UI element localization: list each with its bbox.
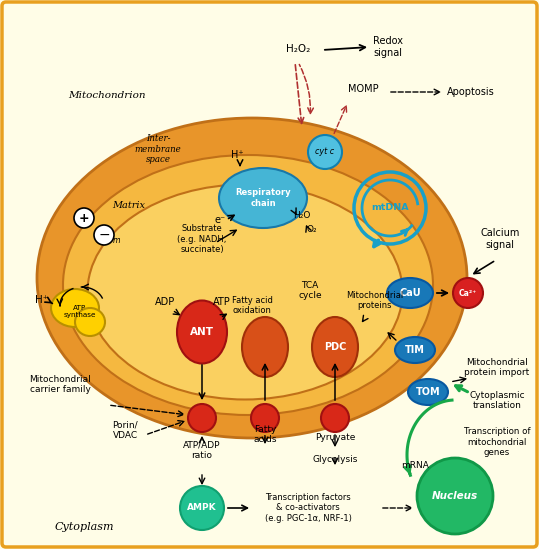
Circle shape bbox=[94, 225, 114, 245]
Text: Pyruvate: Pyruvate bbox=[315, 433, 355, 442]
Text: H₂O₂: H₂O₂ bbox=[286, 44, 310, 54]
Circle shape bbox=[251, 404, 279, 432]
Text: ATP/ADP
ratio: ATP/ADP ratio bbox=[183, 441, 221, 460]
Text: Matrix: Matrix bbox=[112, 201, 145, 210]
Text: CaU: CaU bbox=[399, 288, 421, 298]
Ellipse shape bbox=[63, 155, 433, 415]
Ellipse shape bbox=[75, 308, 105, 336]
Text: Redox
signal: Redox signal bbox=[373, 36, 403, 58]
Circle shape bbox=[180, 486, 224, 530]
Text: Fatty acid
oxidation: Fatty acid oxidation bbox=[232, 295, 272, 315]
Text: Cytoplasm: Cytoplasm bbox=[55, 522, 114, 532]
Text: TIM: TIM bbox=[405, 345, 425, 355]
Ellipse shape bbox=[242, 317, 288, 377]
Circle shape bbox=[453, 278, 483, 308]
Text: ATP
synthase: ATP synthase bbox=[64, 305, 96, 318]
Text: Transcription factors
& co-activators
(e.g. PGC-1α, NRF-1): Transcription factors & co-activators (e… bbox=[265, 493, 351, 523]
Text: $\Delta\psi_m$: $\Delta\psi_m$ bbox=[98, 232, 122, 246]
Text: Substrate
(e.g. NADH,
succinate): Substrate (e.g. NADH, succinate) bbox=[177, 224, 227, 254]
Text: Transcription of
mitochondrial
genes: Transcription of mitochondrial genes bbox=[464, 427, 530, 457]
Text: Glycolysis: Glycolysis bbox=[312, 455, 358, 464]
Text: PDC: PDC bbox=[324, 342, 346, 352]
Circle shape bbox=[417, 458, 493, 534]
Text: Mitochondrial
protein import: Mitochondrial protein import bbox=[465, 357, 530, 377]
Text: e⁻: e⁻ bbox=[215, 215, 225, 225]
Ellipse shape bbox=[408, 379, 448, 405]
Text: ATP: ATP bbox=[213, 297, 231, 307]
Text: MOMP: MOMP bbox=[348, 84, 378, 94]
Text: TOM: TOM bbox=[416, 387, 440, 397]
Text: O₂: O₂ bbox=[307, 225, 317, 234]
Text: Mitochondrion: Mitochondrion bbox=[68, 91, 146, 100]
Text: Porin/
VDAC: Porin/ VDAC bbox=[112, 421, 138, 440]
Ellipse shape bbox=[395, 337, 435, 363]
Text: Ca²⁺: Ca²⁺ bbox=[459, 289, 477, 298]
Text: Respiratory
chain: Respiratory chain bbox=[235, 188, 291, 208]
Ellipse shape bbox=[312, 317, 358, 377]
Ellipse shape bbox=[387, 278, 433, 308]
Text: cyt c: cyt c bbox=[315, 148, 335, 156]
Circle shape bbox=[74, 208, 94, 228]
Text: mtDNA: mtDNA bbox=[371, 204, 409, 212]
Ellipse shape bbox=[87, 184, 403, 400]
Circle shape bbox=[188, 404, 216, 432]
Text: +: + bbox=[79, 211, 89, 225]
Ellipse shape bbox=[219, 168, 307, 228]
Text: TCA
cycle: TCA cycle bbox=[298, 281, 322, 300]
Text: Mitochondrial
carrier family: Mitochondrial carrier family bbox=[29, 374, 91, 394]
Text: Apoptosis: Apoptosis bbox=[447, 87, 495, 97]
Text: ANT: ANT bbox=[190, 327, 214, 337]
Ellipse shape bbox=[37, 118, 467, 438]
Text: H₂O: H₂O bbox=[293, 211, 310, 220]
Circle shape bbox=[321, 404, 349, 432]
Text: Nucleus: Nucleus bbox=[432, 491, 478, 501]
Circle shape bbox=[308, 135, 342, 169]
Text: H⁺: H⁺ bbox=[36, 295, 49, 305]
Text: Mitochondrial
proteins: Mitochondrial proteins bbox=[347, 290, 404, 310]
Text: ADP: ADP bbox=[155, 297, 175, 307]
Ellipse shape bbox=[51, 289, 99, 327]
Text: Inter-
membrane
space: Inter- membrane space bbox=[135, 134, 182, 164]
Text: mRNA: mRNA bbox=[401, 461, 429, 470]
Ellipse shape bbox=[177, 300, 227, 363]
Text: −: − bbox=[98, 228, 110, 242]
Text: H⁺: H⁺ bbox=[231, 150, 243, 160]
Text: Calcium
signal: Calcium signal bbox=[480, 228, 520, 250]
Text: Fatty
acids: Fatty acids bbox=[253, 424, 277, 444]
Text: Cytoplasmic
translation: Cytoplasmic translation bbox=[469, 390, 525, 410]
Text: AMPK: AMPK bbox=[187, 503, 217, 513]
